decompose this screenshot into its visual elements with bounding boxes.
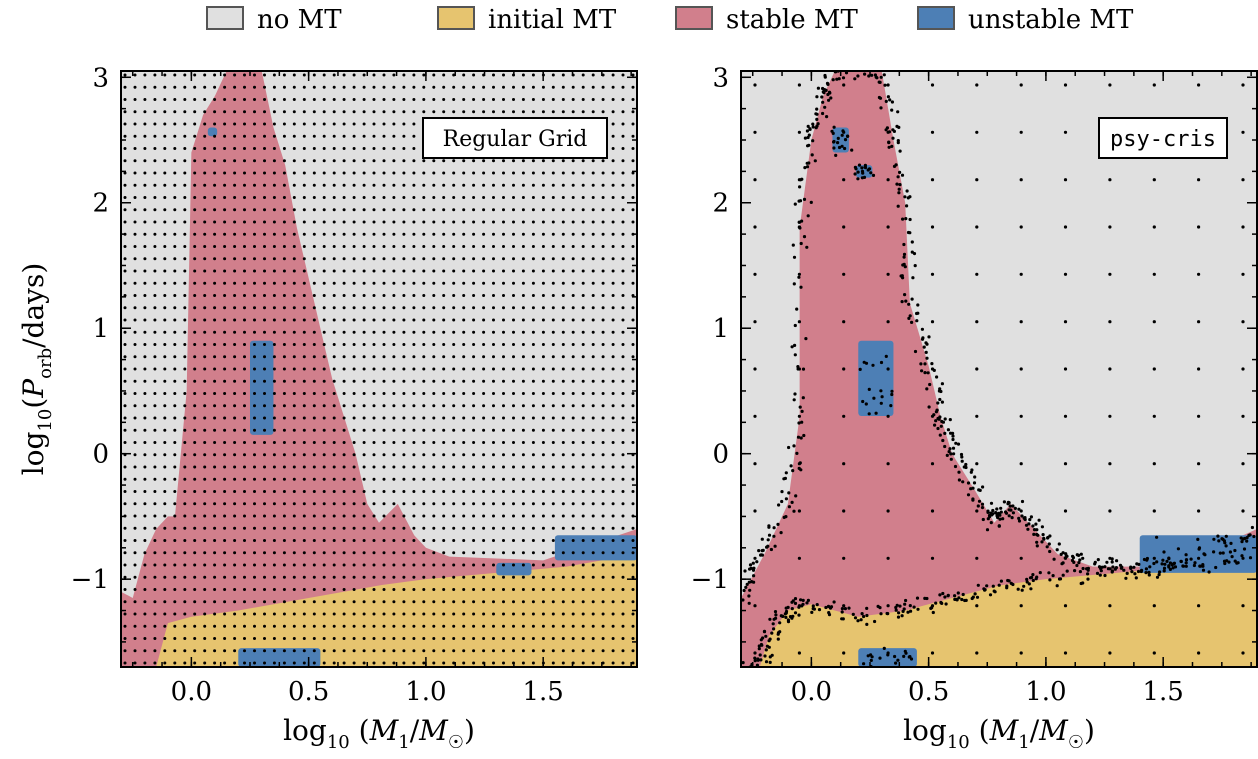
- y-tick-label-2: 1: [712, 314, 729, 344]
- region-unstable-mt-0: [832, 127, 849, 153]
- x-tick-label-0: 0.0: [171, 677, 212, 707]
- axis-labels: log10 (M1/M☉) log10 (M1/M☉) log10(Porb/day…: [17, 263, 1095, 753]
- y-tick-label-1: 0: [92, 440, 109, 470]
- region-initial-mt: [741, 554, 1257, 667]
- panel-regular-grid: 0.0 0.5 1.0 1.5 −1 0 1 2 3 Regular Grid: [71, 63, 638, 707]
- y-tick-label-3: 2: [92, 189, 109, 219]
- annotation-label: Regular Grid: [443, 127, 588, 152]
- x-tick-label-1: 0.5: [288, 677, 329, 707]
- sample-points: [123, 73, 635, 665]
- legend-label-1: initial MT: [488, 5, 617, 35]
- legend-swatch-3: [917, 6, 955, 30]
- legend-swatch-1: [437, 6, 475, 30]
- y-tick-label-2: 1: [92, 314, 109, 344]
- region-unstable-mt-1: [250, 340, 274, 435]
- plot-area-1: [741, 71, 1257, 667]
- region-unstable-mt-2: [238, 648, 321, 667]
- legend-label-3: unstable MT: [968, 5, 1134, 35]
- annotation-label: psy-cris: [1110, 127, 1216, 152]
- ticks: [741, 71, 1257, 667]
- legend-swatch-2: [675, 6, 713, 30]
- y-tick-label-4: 3: [92, 63, 109, 93]
- ticks: [121, 71, 637, 667]
- y-tick-label-4: 3: [712, 63, 729, 93]
- region-unstable-mt-4: [1139, 535, 1257, 573]
- plot-frame: [120, 70, 638, 668]
- sample-points: [741, 71, 1256, 667]
- x-axis-label-0: log10 (M1/M☉): [283, 714, 475, 753]
- x-tick-label-1: 0.5: [908, 677, 949, 707]
- legend-swatch-0: [206, 6, 244, 30]
- plot-frame: [740, 70, 1258, 668]
- legend-label-0: no MT: [257, 5, 342, 35]
- region-unstable-mt-4: [554, 535, 637, 561]
- x-tick-label-0: 0.0: [791, 677, 832, 707]
- legend-label-2: stable MT: [726, 5, 859, 35]
- x-tick-label-3: 1.5: [523, 677, 564, 707]
- y-tick-label-0: −1: [691, 565, 729, 595]
- y-tick-label-1: 0: [712, 440, 729, 470]
- region-stable-mt: [121, 71, 637, 667]
- x-tick-label-3: 1.5: [1143, 677, 1184, 707]
- region-stable-mt: [741, 71, 1257, 667]
- annotation-box: Regular Grid: [422, 117, 608, 159]
- region-initial-mt: [121, 554, 637, 667]
- region-unstable-mt-0: [207, 127, 218, 137]
- region-unstable-mt-2: [858, 340, 894, 417]
- y-tick-label-3: 2: [712, 189, 729, 219]
- y-tick-label-0: −1: [71, 565, 109, 595]
- plot-area-0: [121, 71, 637, 667]
- region-unstable-mt-3: [858, 648, 917, 667]
- x-tick-label-2: 1.0: [405, 677, 446, 707]
- panel-psy-cris: 0.0 0.5 1.0 1.5 −1 0 1 2 3 psy-cris: [691, 63, 1258, 707]
- x-axis-label-1: log10 (M1/M☉): [903, 714, 1095, 753]
- annotation-box: psy-cris: [1098, 117, 1228, 159]
- legend: no MT initial MT stable MT unstable MT: [206, 5, 1134, 35]
- annotation-frame: [422, 117, 608, 159]
- x-tick-label-2: 1.0: [1025, 677, 1066, 707]
- y-axis-label: log10(Porb/days): [17, 263, 56, 476]
- annotation-frame: [1098, 117, 1228, 159]
